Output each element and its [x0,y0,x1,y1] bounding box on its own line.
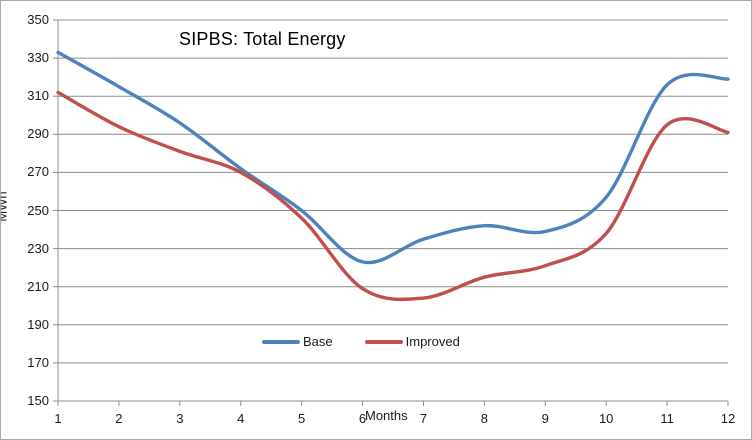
legend-item-improved: Improved [364,334,460,349]
x-tick-label-3: 3 [176,411,184,426]
legend-label-improved: Improved [405,334,460,349]
series-line-base [56,50,730,265]
y-tick-label-210: 210 [27,278,49,294]
x-tick-label-4: 4 [237,411,245,426]
y-tick-label-310: 310 [27,88,49,104]
x-tick-label-5: 5 [298,411,306,426]
chart-title: SIPBS: Total Energy [179,29,346,49]
x-axis-title: Months [365,408,408,423]
x-tick-label-8: 8 [480,411,488,426]
x-tick-label-9: 9 [541,411,549,426]
legend-item-base: Base [262,334,333,349]
x-tick-label-11: 11 [660,411,674,426]
x-tick-label-6: 6 [358,411,367,426]
y-tick-label-270: 270 [27,164,49,180]
x-tick-label-1: 1 [54,411,62,426]
y-tick-label-350: 350 [27,12,49,27]
legend-line-swatch-improved [364,339,403,344]
y-tick-label-250: 250 [27,202,49,218]
y-tick-label-150: 150 [27,393,49,408]
legend-line-swatch-base [262,339,300,344]
y-tick-label-330: 330 [27,50,49,66]
y-tick-label-290: 290 [27,126,49,142]
x-tick-label-10: 10 [598,411,614,426]
y-tick-label-230: 230 [27,240,49,256]
x-tick-label-12: 12 [720,411,736,426]
legend-label-base: Base [303,334,333,349]
y-tick-label-170: 170 [27,354,49,370]
y-axis-title: MWh [0,191,10,222]
series-line-improved [56,90,730,302]
y-tick-label-190: 190 [27,316,49,332]
legend: Base Improved [262,334,460,349]
x-tick-label-7: 7 [419,411,428,426]
x-tick-label-2: 2 [115,411,123,426]
